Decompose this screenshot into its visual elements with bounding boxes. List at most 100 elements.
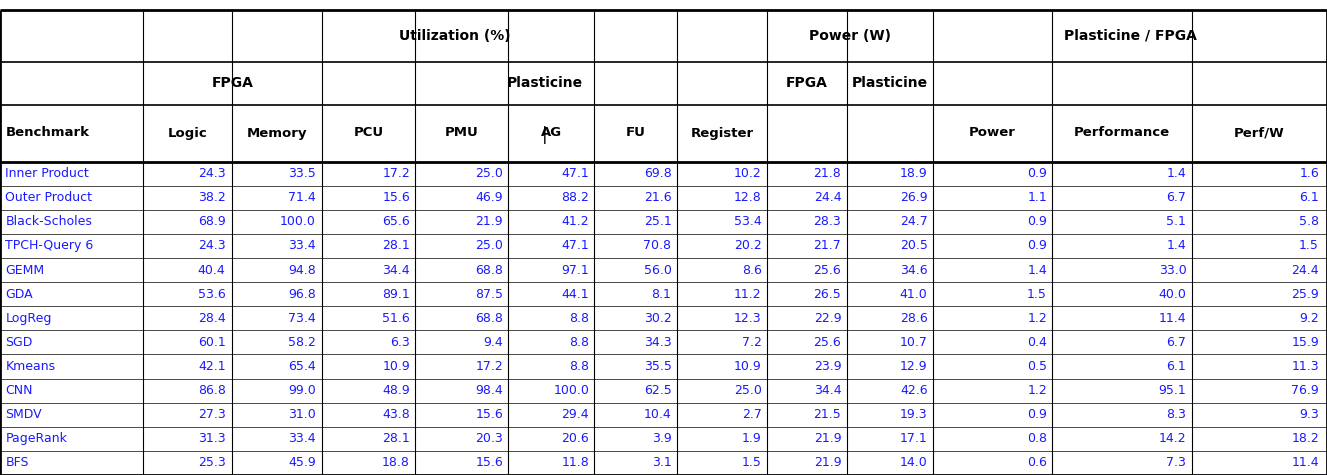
Text: 44.1: 44.1: [561, 288, 589, 301]
Text: 18.9: 18.9: [900, 167, 928, 180]
Text: 8.8: 8.8: [569, 336, 589, 349]
Text: Logic: Logic: [169, 126, 207, 140]
Text: 0.9: 0.9: [1027, 167, 1047, 180]
Text: 17.1: 17.1: [900, 432, 928, 446]
Text: 47.1: 47.1: [561, 167, 589, 180]
Text: 34.4: 34.4: [813, 384, 841, 397]
Text: 15.9: 15.9: [1291, 336, 1319, 349]
Text: 25.3: 25.3: [198, 456, 226, 469]
Text: CNN: CNN: [5, 384, 33, 397]
Text: 1.2: 1.2: [1027, 312, 1047, 325]
Text: 20.5: 20.5: [900, 239, 928, 252]
Text: 23.9: 23.9: [813, 360, 841, 373]
Text: 22.9: 22.9: [813, 312, 841, 325]
Text: 8.6: 8.6: [742, 264, 762, 276]
Text: 1.5: 1.5: [742, 456, 762, 469]
Text: 26.9: 26.9: [900, 191, 928, 204]
Text: 18.8: 18.8: [382, 456, 410, 469]
Text: 24.3: 24.3: [198, 167, 226, 180]
Text: 6.7: 6.7: [1166, 336, 1186, 349]
Text: 9.2: 9.2: [1299, 312, 1319, 325]
Text: 20.2: 20.2: [734, 239, 762, 252]
Text: 21.8: 21.8: [813, 167, 841, 180]
Text: 1.6: 1.6: [1299, 167, 1319, 180]
Text: 9.3: 9.3: [1299, 408, 1319, 421]
Text: 33.5: 33.5: [288, 167, 316, 180]
Text: 100.0: 100.0: [553, 384, 589, 397]
Text: 17.2: 17.2: [475, 360, 503, 373]
Text: 3.1: 3.1: [652, 456, 671, 469]
Text: Black-Scholes: Black-Scholes: [5, 215, 92, 228]
Text: 31.0: 31.0: [288, 408, 316, 421]
Text: 11.4: 11.4: [1158, 312, 1186, 325]
Text: 100.0: 100.0: [280, 215, 316, 228]
Text: 0.8: 0.8: [1027, 432, 1047, 446]
Text: 34.4: 34.4: [382, 264, 410, 276]
Text: 11.8: 11.8: [561, 456, 589, 469]
Text: 25.0: 25.0: [475, 167, 503, 180]
Text: 21.6: 21.6: [644, 191, 671, 204]
Text: 3.9: 3.9: [652, 432, 671, 446]
Text: 33.0: 33.0: [1158, 264, 1186, 276]
Text: 71.4: 71.4: [288, 191, 316, 204]
Text: 6.3: 6.3: [390, 336, 410, 349]
Text: 33.4: 33.4: [288, 432, 316, 446]
Text: 43.8: 43.8: [382, 408, 410, 421]
Text: 0.5: 0.5: [1027, 360, 1047, 373]
Text: 51.6: 51.6: [382, 312, 410, 325]
Text: 8.8: 8.8: [569, 312, 589, 325]
Text: Performance: Performance: [1074, 126, 1170, 140]
Text: SGD: SGD: [5, 336, 33, 349]
Text: 15.6: 15.6: [382, 191, 410, 204]
Text: 2.7: 2.7: [742, 408, 762, 421]
Text: 58.2: 58.2: [288, 336, 316, 349]
Text: 26.5: 26.5: [813, 288, 841, 301]
Text: 33.4: 33.4: [288, 239, 316, 252]
Text: 28.3: 28.3: [813, 215, 841, 228]
Text: 6.1: 6.1: [1299, 191, 1319, 204]
Text: FU: FU: [626, 126, 645, 140]
Text: 31.3: 31.3: [198, 432, 226, 446]
Text: 1.5: 1.5: [1299, 239, 1319, 252]
Text: 47.1: 47.1: [561, 239, 589, 252]
Text: FPGA: FPGA: [786, 76, 828, 90]
Text: 12.3: 12.3: [734, 312, 762, 325]
Text: 25.0: 25.0: [734, 384, 762, 397]
Text: Kmeans: Kmeans: [5, 360, 56, 373]
Text: 86.8: 86.8: [198, 384, 226, 397]
Text: GDA: GDA: [5, 288, 33, 301]
Text: 0.9: 0.9: [1027, 215, 1047, 228]
Text: 68.9: 68.9: [198, 215, 226, 228]
Text: 1.2: 1.2: [1027, 384, 1047, 397]
Text: 34.6: 34.6: [900, 264, 928, 276]
Text: 68.8: 68.8: [475, 264, 503, 276]
Text: 56.0: 56.0: [644, 264, 671, 276]
Text: 20.3: 20.3: [475, 432, 503, 446]
Text: 21.9: 21.9: [813, 432, 841, 446]
Text: 98.4: 98.4: [475, 384, 503, 397]
Text: 68.8: 68.8: [475, 312, 503, 325]
Text: 28.6: 28.6: [900, 312, 928, 325]
Text: 25.6: 25.6: [813, 336, 841, 349]
Text: 41.2: 41.2: [561, 215, 589, 228]
Text: 25.9: 25.9: [1291, 288, 1319, 301]
Text: PageRank: PageRank: [5, 432, 68, 446]
Text: 25.0: 25.0: [475, 239, 503, 252]
Text: Plasticine: Plasticine: [507, 76, 583, 90]
Text: Power (W): Power (W): [809, 28, 890, 43]
Text: 10.2: 10.2: [734, 167, 762, 180]
Text: TPCH-Query 6: TPCH-Query 6: [5, 239, 94, 252]
Text: 1.4: 1.4: [1166, 239, 1186, 252]
Text: 7.2: 7.2: [742, 336, 762, 349]
Text: 14.2: 14.2: [1158, 432, 1186, 446]
Text: 89.1: 89.1: [382, 288, 410, 301]
Text: 20.6: 20.6: [561, 432, 589, 446]
Text: 0.9: 0.9: [1027, 239, 1047, 252]
Text: GEMM: GEMM: [5, 264, 44, 276]
Text: 35.5: 35.5: [644, 360, 671, 373]
Text: 65.4: 65.4: [288, 360, 316, 373]
Text: 10.9: 10.9: [734, 360, 762, 373]
Text: 5.1: 5.1: [1166, 215, 1186, 228]
Text: 1.1: 1.1: [1027, 191, 1047, 204]
Text: Plasticine / FPGA: Plasticine / FPGA: [1063, 28, 1197, 43]
